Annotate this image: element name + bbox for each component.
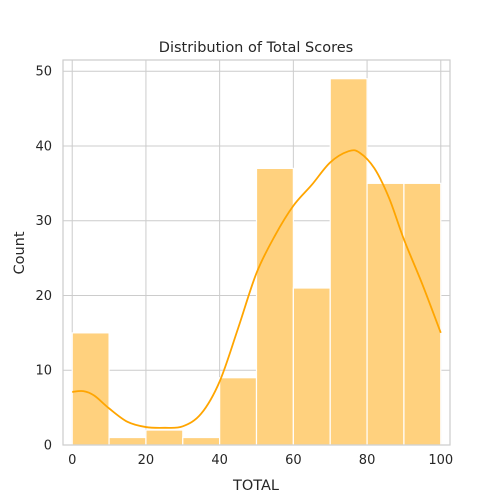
histogram-bar: [329, 78, 368, 446]
x-tick-label: 100: [428, 453, 453, 468]
histogram-bar: [255, 167, 294, 446]
x-axis-label: TOTAL: [232, 478, 279, 494]
histogram-bar: [366, 182, 405, 446]
x-tick-label: 80: [359, 453, 376, 468]
y-tick-label: 20: [35, 289, 52, 304]
tick-labels: 0 20 40 60 80 100 0 10 20 30 40 50: [35, 65, 453, 468]
y-tick-label: 10: [35, 364, 52, 379]
y-axis-label: Count: [12, 231, 28, 274]
x-tick-label: 60: [285, 453, 302, 468]
axes-frame: [62, 59, 451, 446]
y-tick-label: 40: [35, 139, 52, 154]
chart-title: Distribution of Total Scores: [159, 40, 353, 56]
histogram-bars: [71, 78, 442, 446]
histogram-bar: [403, 182, 442, 446]
histogram-bar: [219, 377, 258, 446]
y-tick-label: 0: [44, 439, 52, 454]
x-tick-label: 40: [211, 453, 228, 468]
histogram-bar: [71, 332, 110, 446]
x-tick-label: 20: [138, 453, 155, 468]
y-tick-label: 30: [35, 214, 52, 229]
histogram-bar: [108, 436, 147, 446]
kde-curve-group: [72, 149, 442, 429]
histogram-bar: [292, 287, 331, 446]
y-tick-label: 50: [35, 65, 52, 80]
histogram-bar: [145, 429, 184, 446]
histogram-bar: [182, 436, 221, 446]
kde-line: [72, 149, 442, 429]
x-tick-label: 0: [68, 453, 76, 468]
